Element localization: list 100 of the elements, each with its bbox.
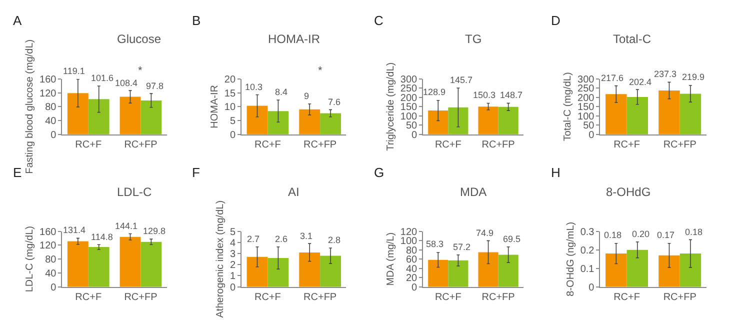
y-tick-label: 100 bbox=[578, 111, 595, 122]
y-tick-label: 200 bbox=[578, 92, 595, 104]
data-label: 150.3 bbox=[473, 90, 496, 100]
data-label: 219.9 bbox=[682, 72, 705, 82]
y-tick-label: 120 bbox=[40, 240, 57, 252]
y-tick-label: 150 bbox=[578, 102, 595, 114]
data-label: 2.8 bbox=[328, 235, 341, 245]
data-label: 7.6 bbox=[328, 97, 341, 107]
chart-title: TG bbox=[465, 32, 482, 46]
bar bbox=[680, 94, 702, 134]
y-axis-title: Total-C (mg/dL) bbox=[562, 72, 574, 142]
text: A bbox=[13, 13, 22, 28]
data-label: 74.9 bbox=[476, 228, 494, 238]
y-tick-label: 40 bbox=[45, 268, 57, 280]
y-tick-label: 300 bbox=[400, 74, 418, 86]
text: E bbox=[13, 165, 22, 180]
x-tick-label: RC+F bbox=[254, 139, 281, 150]
y-axis-title: HOMA-IR bbox=[209, 84, 220, 128]
data-label: 9 bbox=[304, 91, 310, 101]
bar bbox=[67, 93, 88, 134]
data-label: 0.20 bbox=[632, 229, 650, 239]
chart-title: 8-OHdG bbox=[606, 185, 651, 199]
bar bbox=[320, 113, 341, 134]
x-tick-label: RC+F bbox=[614, 292, 640, 303]
y-tick-label: 0 bbox=[588, 282, 595, 294]
y-axis-title: 8-OHdG (ng/mL) bbox=[565, 222, 576, 296]
chart-title: LDL-C bbox=[117, 185, 152, 199]
chart-title: AI bbox=[288, 185, 300, 199]
bar bbox=[246, 106, 268, 134]
y-tick-label: 60 bbox=[406, 254, 418, 266]
x-tick-label: RC+F bbox=[75, 139, 102, 150]
y-tick-label: 0.1 bbox=[580, 264, 595, 275]
y-tick-label: 100 bbox=[400, 111, 418, 122]
data-label: 101.6 bbox=[91, 73, 114, 83]
y-tick-label: 2 bbox=[230, 260, 236, 272]
data-label: 2.6 bbox=[275, 234, 288, 244]
y-tick-label: 20 bbox=[406, 273, 418, 284]
y-axis-title: MDA (mg/L) bbox=[385, 232, 396, 286]
x-tick-label: RC+FP bbox=[663, 139, 697, 150]
y-tick-label: 250 bbox=[400, 84, 418, 95]
data-label: 128.9 bbox=[423, 87, 446, 97]
y-tick-label: 120 bbox=[40, 88, 57, 100]
bar bbox=[88, 99, 110, 134]
x-tick-label: RC+FP bbox=[304, 292, 337, 303]
x-tick-label: RC+FP bbox=[663, 292, 697, 303]
data-label: 119.1 bbox=[63, 66, 85, 76]
data-label: 202.4 bbox=[629, 77, 652, 87]
text: * bbox=[318, 65, 323, 77]
y-tick-label: 5 bbox=[230, 116, 236, 127]
x-tick-label: RC+FP bbox=[124, 139, 158, 150]
text: G bbox=[374, 165, 384, 180]
y-tick-label: 50 bbox=[583, 120, 595, 132]
x-tick-label: RC+FP bbox=[304, 139, 337, 150]
y-tick-label: 15 bbox=[224, 88, 236, 100]
y-axis-title: Atherogenic index (mg/dL) bbox=[214, 200, 226, 318]
y-tick-label: 0.3 bbox=[580, 226, 595, 238]
y-tick-label: 200 bbox=[400, 92, 418, 104]
y-tick-label: 4 bbox=[230, 238, 236, 249]
data-label: 0.18 bbox=[685, 227, 703, 237]
bar bbox=[606, 94, 627, 134]
y-tick-label: 20 bbox=[224, 74, 236, 86]
data-label: 0.17 bbox=[657, 230, 675, 240]
x-tick-label: RC+FP bbox=[124, 292, 158, 303]
data-label: 10.3 bbox=[245, 82, 263, 92]
text: B bbox=[192, 13, 201, 28]
y-tick-label: 0 bbox=[230, 130, 236, 141]
bar bbox=[658, 90, 680, 134]
y-tick-label: 150 bbox=[400, 102, 418, 114]
y-tick-label: 5 bbox=[230, 226, 236, 238]
data-label: 145.7 bbox=[450, 75, 473, 85]
data-label: 58.3 bbox=[426, 239, 444, 249]
data-label: 129.8 bbox=[143, 226, 166, 236]
data-label: 8.4 bbox=[275, 87, 288, 97]
bar bbox=[478, 252, 498, 287]
y-tick-label: 80 bbox=[45, 102, 57, 114]
y-tick-label: 0 bbox=[588, 130, 595, 141]
data-label: 69.5 bbox=[503, 234, 521, 244]
chart-title: Glucose bbox=[117, 32, 162, 46]
y-tick-label: 3 bbox=[230, 249, 236, 260]
x-tick-label: RC+F bbox=[434, 139, 462, 150]
text: * bbox=[138, 65, 143, 77]
y-tick-label: 80 bbox=[45, 254, 57, 266]
y-tick-label: 1 bbox=[230, 271, 236, 282]
text: F bbox=[192, 165, 200, 180]
y-tick-label: 250 bbox=[578, 84, 595, 95]
x-tick-label: RC+FP bbox=[482, 139, 516, 150]
data-label: 237.3 bbox=[654, 69, 677, 79]
y-tick-label: 10 bbox=[224, 102, 236, 114]
chart-title: HOMA-IR bbox=[268, 32, 320, 46]
y-tick-label: 0 bbox=[230, 282, 236, 294]
y-tick-label: 40 bbox=[45, 116, 57, 127]
y-tick-label: 160 bbox=[40, 226, 57, 238]
y-tick-label: 0 bbox=[412, 130, 418, 141]
bar bbox=[626, 96, 648, 134]
y-tick-label: 50 bbox=[406, 120, 418, 132]
y-tick-label: 120 bbox=[400, 226, 418, 238]
y-tick-label: 0 bbox=[412, 282, 418, 294]
y-tick-label: 160 bbox=[40, 74, 57, 86]
text: C bbox=[374, 13, 384, 28]
data-label: 144.1 bbox=[115, 221, 138, 231]
